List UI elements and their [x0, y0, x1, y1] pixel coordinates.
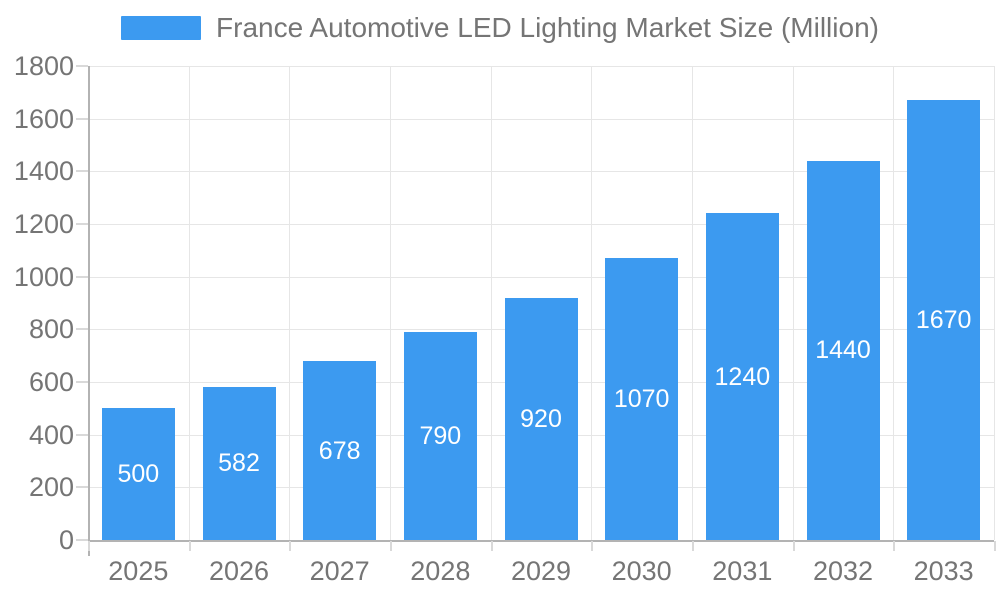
- x-tick-label: 2026: [208, 556, 270, 586]
- y-axis-tick: [76, 381, 88, 383]
- plot-area: 500 582 678 790 920 1070 1240 1440 1670: [88, 66, 995, 540]
- x-axis-tick: [591, 541, 594, 551]
- gridline-horizontal: [88, 276, 994, 278]
- gridline-vertical: [490, 66, 492, 540]
- y-axis-tick: [76, 65, 88, 67]
- x-tick-label: 2032: [812, 556, 874, 586]
- y-tick-label: 0: [58, 525, 74, 555]
- bar-2027[interactable]: 678: [303, 361, 377, 540]
- y-tick-label: 1600: [13, 103, 74, 134]
- x-axis-tick: [994, 541, 996, 551]
- legend-item[interactable]: France Automotive LED Lighting Market Si…: [0, 13, 1000, 43]
- gridline-vertical: [994, 66, 995, 540]
- y-tick-label: 1800: [13, 51, 74, 81]
- y-axis-tick: [76, 275, 88, 278]
- bar-2028[interactable]: 790: [403, 331, 477, 540]
- bar-value-label: 1070: [613, 385, 670, 414]
- y-tick-label: 400: [28, 419, 74, 450]
- y-axis-tick: [76, 170, 88, 173]
- bar-2032[interactable]: 1440: [806, 160, 880, 540]
- legend-swatch: [121, 16, 202, 40]
- x-axis-tick: [490, 541, 493, 551]
- x-tick-label: 2028: [410, 556, 471, 586]
- x-axis-line: [88, 540, 994, 542]
- y-axis-tick: [76, 539, 88, 541]
- gridline-vertical: [893, 66, 895, 540]
- bar-value-label: 678: [318, 436, 361, 465]
- y-tick-label: 1200: [13, 209, 74, 239]
- x-tick-label: 2027: [309, 556, 370, 586]
- y-tick-label: 600: [28, 367, 74, 397]
- x-axis-tick: [792, 541, 795, 551]
- bar-value-label: 1240: [714, 362, 771, 391]
- bar-2030[interactable]: 1070: [605, 258, 679, 540]
- y-axis-tick: [76, 433, 88, 436]
- x-axis-tick: [390, 541, 392, 551]
- bar-value-label: 500: [117, 460, 160, 489]
- y-axis-tick: [76, 328, 88, 331]
- legend-label: France Automotive LED Lighting Market Si…: [216, 12, 879, 43]
- x-tick-label: 2025: [108, 556, 169, 586]
- bar-2029[interactable]: 920: [504, 297, 578, 540]
- y-axis-line: [88, 66, 90, 556]
- x-axis-tick: [88, 541, 90, 551]
- bar-2033[interactable]: 1670: [907, 100, 981, 540]
- x-axis-tick: [893, 541, 896, 551]
- gridline-vertical: [390, 66, 391, 540]
- x-tick-label: 2029: [510, 556, 572, 586]
- y-axis-tick: [76, 223, 88, 225]
- y-axis-tick: [76, 117, 88, 120]
- bar-2025[interactable]: 500: [101, 408, 175, 540]
- x-tick-label: 2033: [913, 556, 974, 586]
- bar-2026[interactable]: 582: [202, 386, 276, 540]
- bar-value-label: 1670: [915, 306, 972, 335]
- y-tick-label: 1000: [13, 261, 74, 292]
- gridline-vertical: [188, 66, 190, 540]
- gridline-horizontal: [88, 224, 994, 225]
- y-tick-label: 200: [28, 472, 74, 503]
- x-axis-tick: [188, 541, 191, 551]
- gridline-vertical: [692, 66, 693, 540]
- y-tick-label: 1400: [13, 156, 74, 187]
- bar-value-label: 582: [218, 449, 260, 478]
- gridline-vertical: [591, 66, 593, 540]
- x-tick-label: 2030: [611, 556, 672, 586]
- gridline-vertical: [289, 66, 291, 540]
- gridline-horizontal: [88, 66, 994, 67]
- x-tick-label: 2031: [712, 556, 773, 586]
- bar-value-label: 790: [419, 421, 462, 450]
- gridline-horizontal: [88, 118, 994, 120]
- bar-value-label: 1440: [815, 336, 871, 365]
- y-axis-tick: [76, 486, 88, 489]
- x-axis-tick: [289, 541, 292, 551]
- gridline-horizontal: [88, 171, 994, 173]
- gridline-vertical: [792, 66, 794, 540]
- y-tick-label: 800: [28, 314, 74, 345]
- bar-2031[interactable]: 1240: [705, 213, 779, 540]
- x-axis-tick: [692, 541, 694, 551]
- bar-value-label: 920: [520, 404, 562, 433]
